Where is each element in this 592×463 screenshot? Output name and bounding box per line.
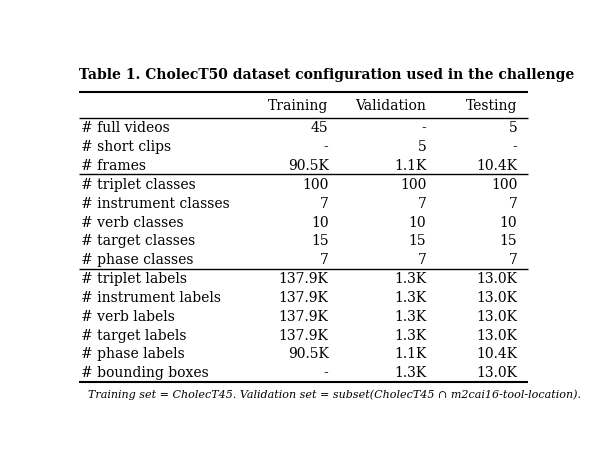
Text: # instrument classes: # instrument classes xyxy=(81,196,230,210)
Text: 1.1K: 1.1K xyxy=(394,347,426,361)
Text: 10: 10 xyxy=(409,215,426,229)
Text: 13.0K: 13.0K xyxy=(477,290,517,304)
Text: 5: 5 xyxy=(418,140,426,154)
Text: 1.3K: 1.3K xyxy=(394,309,426,323)
Text: 45: 45 xyxy=(311,121,329,135)
Text: 7: 7 xyxy=(320,253,329,267)
Text: 10.4K: 10.4K xyxy=(477,159,517,173)
Text: 13.0K: 13.0K xyxy=(477,328,517,342)
Text: Table 1. CholecT50 dataset configuration used in the challenge: Table 1. CholecT50 dataset configuration… xyxy=(79,68,574,82)
Text: 7: 7 xyxy=(509,196,517,210)
Text: 137.9K: 137.9K xyxy=(279,328,329,342)
Text: 15: 15 xyxy=(409,234,426,248)
Text: Training: Training xyxy=(268,99,329,113)
Text: 90.5K: 90.5K xyxy=(288,159,329,173)
Text: Testing: Testing xyxy=(466,99,517,113)
Text: 100: 100 xyxy=(302,177,329,191)
Text: # target labels: # target labels xyxy=(81,328,186,342)
Text: 1.3K: 1.3K xyxy=(394,328,426,342)
Text: # verb classes: # verb classes xyxy=(81,215,184,229)
Text: Training set = CholecT45. Validation set = subset(CholecT45 ∩ m2cai16-tool-locat: Training set = CholecT45. Validation set… xyxy=(88,388,581,399)
Text: 10.4K: 10.4K xyxy=(477,347,517,361)
Text: 1.3K: 1.3K xyxy=(394,365,426,379)
Text: 15: 15 xyxy=(500,234,517,248)
Text: # instrument labels: # instrument labels xyxy=(81,290,221,304)
Text: 7: 7 xyxy=(417,253,426,267)
Text: 1.3K: 1.3K xyxy=(394,290,426,304)
Text: # target classes: # target classes xyxy=(81,234,195,248)
Text: # frames: # frames xyxy=(81,159,146,173)
Text: # bounding boxes: # bounding boxes xyxy=(81,365,208,379)
Text: 10: 10 xyxy=(311,215,329,229)
Text: # phase classes: # phase classes xyxy=(81,253,194,267)
Text: 100: 100 xyxy=(400,177,426,191)
Text: # phase labels: # phase labels xyxy=(81,347,185,361)
Text: 1.1K: 1.1K xyxy=(394,159,426,173)
Text: 13.0K: 13.0K xyxy=(477,365,517,379)
Text: 13.0K: 13.0K xyxy=(477,271,517,285)
Text: # full videos: # full videos xyxy=(81,121,169,135)
Text: -: - xyxy=(422,121,426,135)
Text: 137.9K: 137.9K xyxy=(279,290,329,304)
Text: 15: 15 xyxy=(311,234,329,248)
Text: 1.3K: 1.3K xyxy=(394,271,426,285)
Text: 137.9K: 137.9K xyxy=(279,309,329,323)
Text: 7: 7 xyxy=(320,196,329,210)
Text: 100: 100 xyxy=(491,177,517,191)
Text: -: - xyxy=(324,140,329,154)
Text: 7: 7 xyxy=(509,253,517,267)
Text: Validation: Validation xyxy=(356,99,426,113)
Text: 137.9K: 137.9K xyxy=(279,271,329,285)
Text: 10: 10 xyxy=(500,215,517,229)
Text: 5: 5 xyxy=(509,121,517,135)
Text: # triplet labels: # triplet labels xyxy=(81,271,187,285)
Text: 13.0K: 13.0K xyxy=(477,309,517,323)
Text: -: - xyxy=(513,140,517,154)
Text: -: - xyxy=(324,365,329,379)
Text: # verb labels: # verb labels xyxy=(81,309,175,323)
Text: # short clips: # short clips xyxy=(81,140,171,154)
Text: 7: 7 xyxy=(417,196,426,210)
Text: 90.5K: 90.5K xyxy=(288,347,329,361)
Text: # triplet classes: # triplet classes xyxy=(81,177,195,191)
